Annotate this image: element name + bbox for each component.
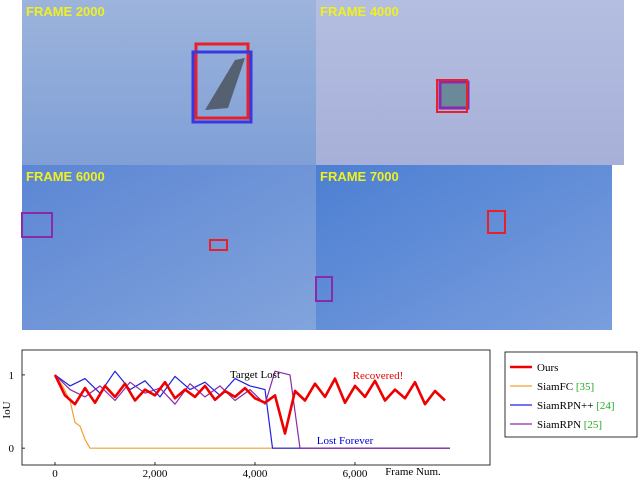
legend-label: SiamFC [35] xyxy=(537,381,594,393)
legend-name: SiamFC xyxy=(537,381,573,393)
legend-name: SiamRPN xyxy=(537,419,581,431)
legend-label: Ours xyxy=(537,362,558,374)
series-line xyxy=(54,370,450,449)
frame-label: FRAME 2000 xyxy=(26,4,105,19)
x-tick-label: 0 xyxy=(52,468,58,480)
frame-label: FRAME 7000 xyxy=(320,169,399,184)
annotation: Target Lost xyxy=(230,369,280,381)
series-line xyxy=(53,374,446,435)
photo xyxy=(22,165,316,330)
legend-name: Ours xyxy=(537,362,558,374)
photo xyxy=(22,0,316,165)
legend-ref: [24] xyxy=(596,400,614,412)
series-line xyxy=(54,374,450,449)
annotation: Lost Forever xyxy=(317,435,374,447)
y-tick-label: 0 xyxy=(9,443,15,455)
legend-ref: [35] xyxy=(576,381,594,393)
x-tick-label: 2,000 xyxy=(143,468,168,480)
plot-frame xyxy=(21,349,491,466)
photo xyxy=(316,165,612,330)
frame-label: FRAME 4000 xyxy=(320,4,399,19)
frame-label: FRAME 6000 xyxy=(26,169,105,184)
x-tick-label: 6,000 xyxy=(343,468,368,480)
legend-name: SiamRPN++ xyxy=(537,400,593,412)
x-axis-label: Frame Num. xyxy=(385,466,441,478)
photo xyxy=(316,0,624,165)
y-axis-label: IoU xyxy=(1,401,13,418)
annotation: Recovered! xyxy=(353,370,404,382)
legend-label: SiamRPN [25] xyxy=(537,419,602,431)
legend-ref: [25] xyxy=(584,419,602,431)
series-line xyxy=(54,370,450,449)
x-tick-label: 4,000 xyxy=(243,468,268,480)
legend-label: SiamRPN++ [24] xyxy=(537,400,615,412)
tracking-boxes xyxy=(21,42,506,302)
y-tick-label: 1 xyxy=(9,370,15,382)
